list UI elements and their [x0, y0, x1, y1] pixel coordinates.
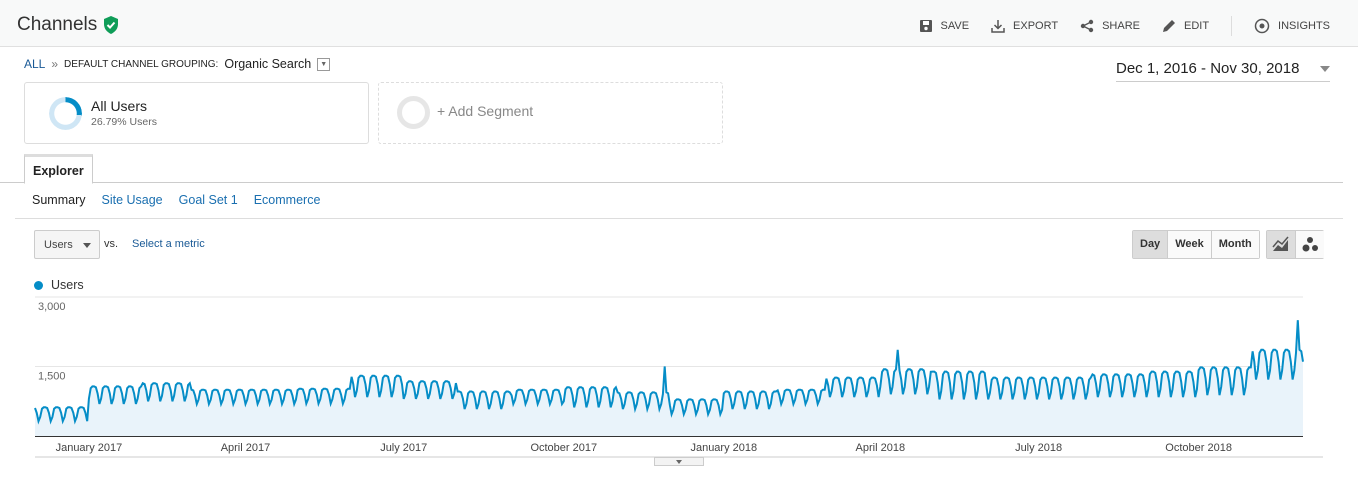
- share-icon: [1080, 19, 1094, 33]
- chevron-down-icon: [83, 243, 91, 252]
- page-title: Channels: [17, 14, 119, 36]
- granularity-toggle: Day Week Month: [1132, 230, 1260, 259]
- line-chart-button[interactable]: [1267, 231, 1296, 258]
- subnav-goal-set-1[interactable]: Goal Set 1: [178, 193, 238, 207]
- save-icon: [919, 20, 932, 32]
- tab-bar: Explorer: [0, 154, 1343, 184]
- motion-chart-button[interactable]: [1296, 231, 1324, 258]
- dimension-dropdown[interactable]: ▼: [317, 57, 331, 71]
- vs-label: VS.: [104, 238, 119, 250]
- breadcrumb-separator: »: [51, 57, 59, 71]
- chevron-down-icon: [1320, 66, 1330, 77]
- chart-type-toggle: [1266, 230, 1324, 259]
- subnav-site-usage[interactable]: Site Usage: [101, 193, 163, 207]
- breadcrumb-group: DEFAULT CHANNEL GROUPING:: [64, 58, 219, 70]
- chart-legend: Users: [34, 278, 84, 292]
- x-tick-label: January 2018: [690, 442, 757, 454]
- subnav-summary[interactable]: Summary: [32, 193, 86, 207]
- bubble-chart-icon: [1302, 237, 1318, 252]
- insights-button[interactable]: INSIGHTS: [1254, 18, 1330, 34]
- week-button[interactable]: Week: [1168, 231, 1212, 258]
- users-series-line: [34, 320, 1304, 425]
- x-tick-label: April 2018: [856, 442, 906, 454]
- y-tick-label: 1,500: [38, 371, 66, 383]
- x-tick-label: October 2018: [1165, 442, 1232, 454]
- breadcrumb-all-link[interactable]: ALL: [24, 57, 46, 71]
- users-line-chart: 1,500 3,000 January 2017 April 2017 July 201…: [34, 296, 1323, 458]
- x-tick-label: January 2017: [56, 442, 123, 454]
- explorer-subnav: Summary Site Usage Goal Set 1 Ecommerce: [32, 193, 320, 207]
- segment-name: All Users: [91, 98, 148, 114]
- x-tick-label: October 2017: [530, 442, 597, 454]
- select-metric-link[interactable]: Select a metric: [132, 238, 205, 250]
- divider: [15, 218, 1343, 219]
- edit-button[interactable]: EDIT: [1162, 19, 1209, 33]
- tab-explorer[interactable]: Explorer: [24, 154, 93, 184]
- segment-share: 26.79% Users: [91, 116, 157, 128]
- page-header: Channels SAVE EXPORT SHARE EDIT INSIGHTS: [0, 0, 1358, 47]
- segment-all-users[interactable]: All Users 26.79% Users: [24, 82, 369, 144]
- x-tick-label: July 2017: [380, 442, 427, 454]
- add-segment-button[interactable]: + Add Segment: [378, 82, 723, 144]
- x-tick-label: July 2018: [1015, 442, 1062, 454]
- subnav-ecommerce[interactable]: Ecommerce: [253, 193, 321, 207]
- download-icon: [991, 20, 1005, 33]
- breadcrumb: ALL » DEFAULT CHANNEL GROUPING: Organic …: [24, 57, 331, 71]
- x-tick-label: April 2017: [221, 442, 271, 454]
- legend-label: Users: [51, 278, 84, 292]
- shield-check-icon: [104, 16, 119, 34]
- pencil-icon: [1162, 20, 1175, 32]
- export-button[interactable]: EXPORT: [991, 19, 1058, 33]
- month-button[interactable]: Month: [1211, 231, 1259, 258]
- chart-area-fill: [35, 320, 1303, 436]
- chart-resize-handle[interactable]: [654, 457, 704, 466]
- segment-donut-icon: [49, 97, 82, 130]
- empty-segment-icon: [397, 96, 430, 129]
- date-range-picker[interactable]: Dec 1, 2016 - Nov 30, 2018: [1116, 60, 1330, 82]
- metric-select[interactable]: Users: [34, 230, 100, 259]
- toolbar-divider: [1231, 16, 1233, 36]
- legend-dot: [34, 280, 43, 290]
- insights-icon: [1254, 18, 1270, 34]
- save-button[interactable]: SAVE: [919, 19, 969, 33]
- y-tick-label: 3,000: [38, 301, 66, 313]
- breadcrumb-value: Organic Search: [224, 57, 312, 71]
- line-chart-icon: [1272, 236, 1289, 251]
- share-button[interactable]: SHARE: [1080, 19, 1140, 33]
- day-button[interactable]: Day: [1133, 231, 1169, 258]
